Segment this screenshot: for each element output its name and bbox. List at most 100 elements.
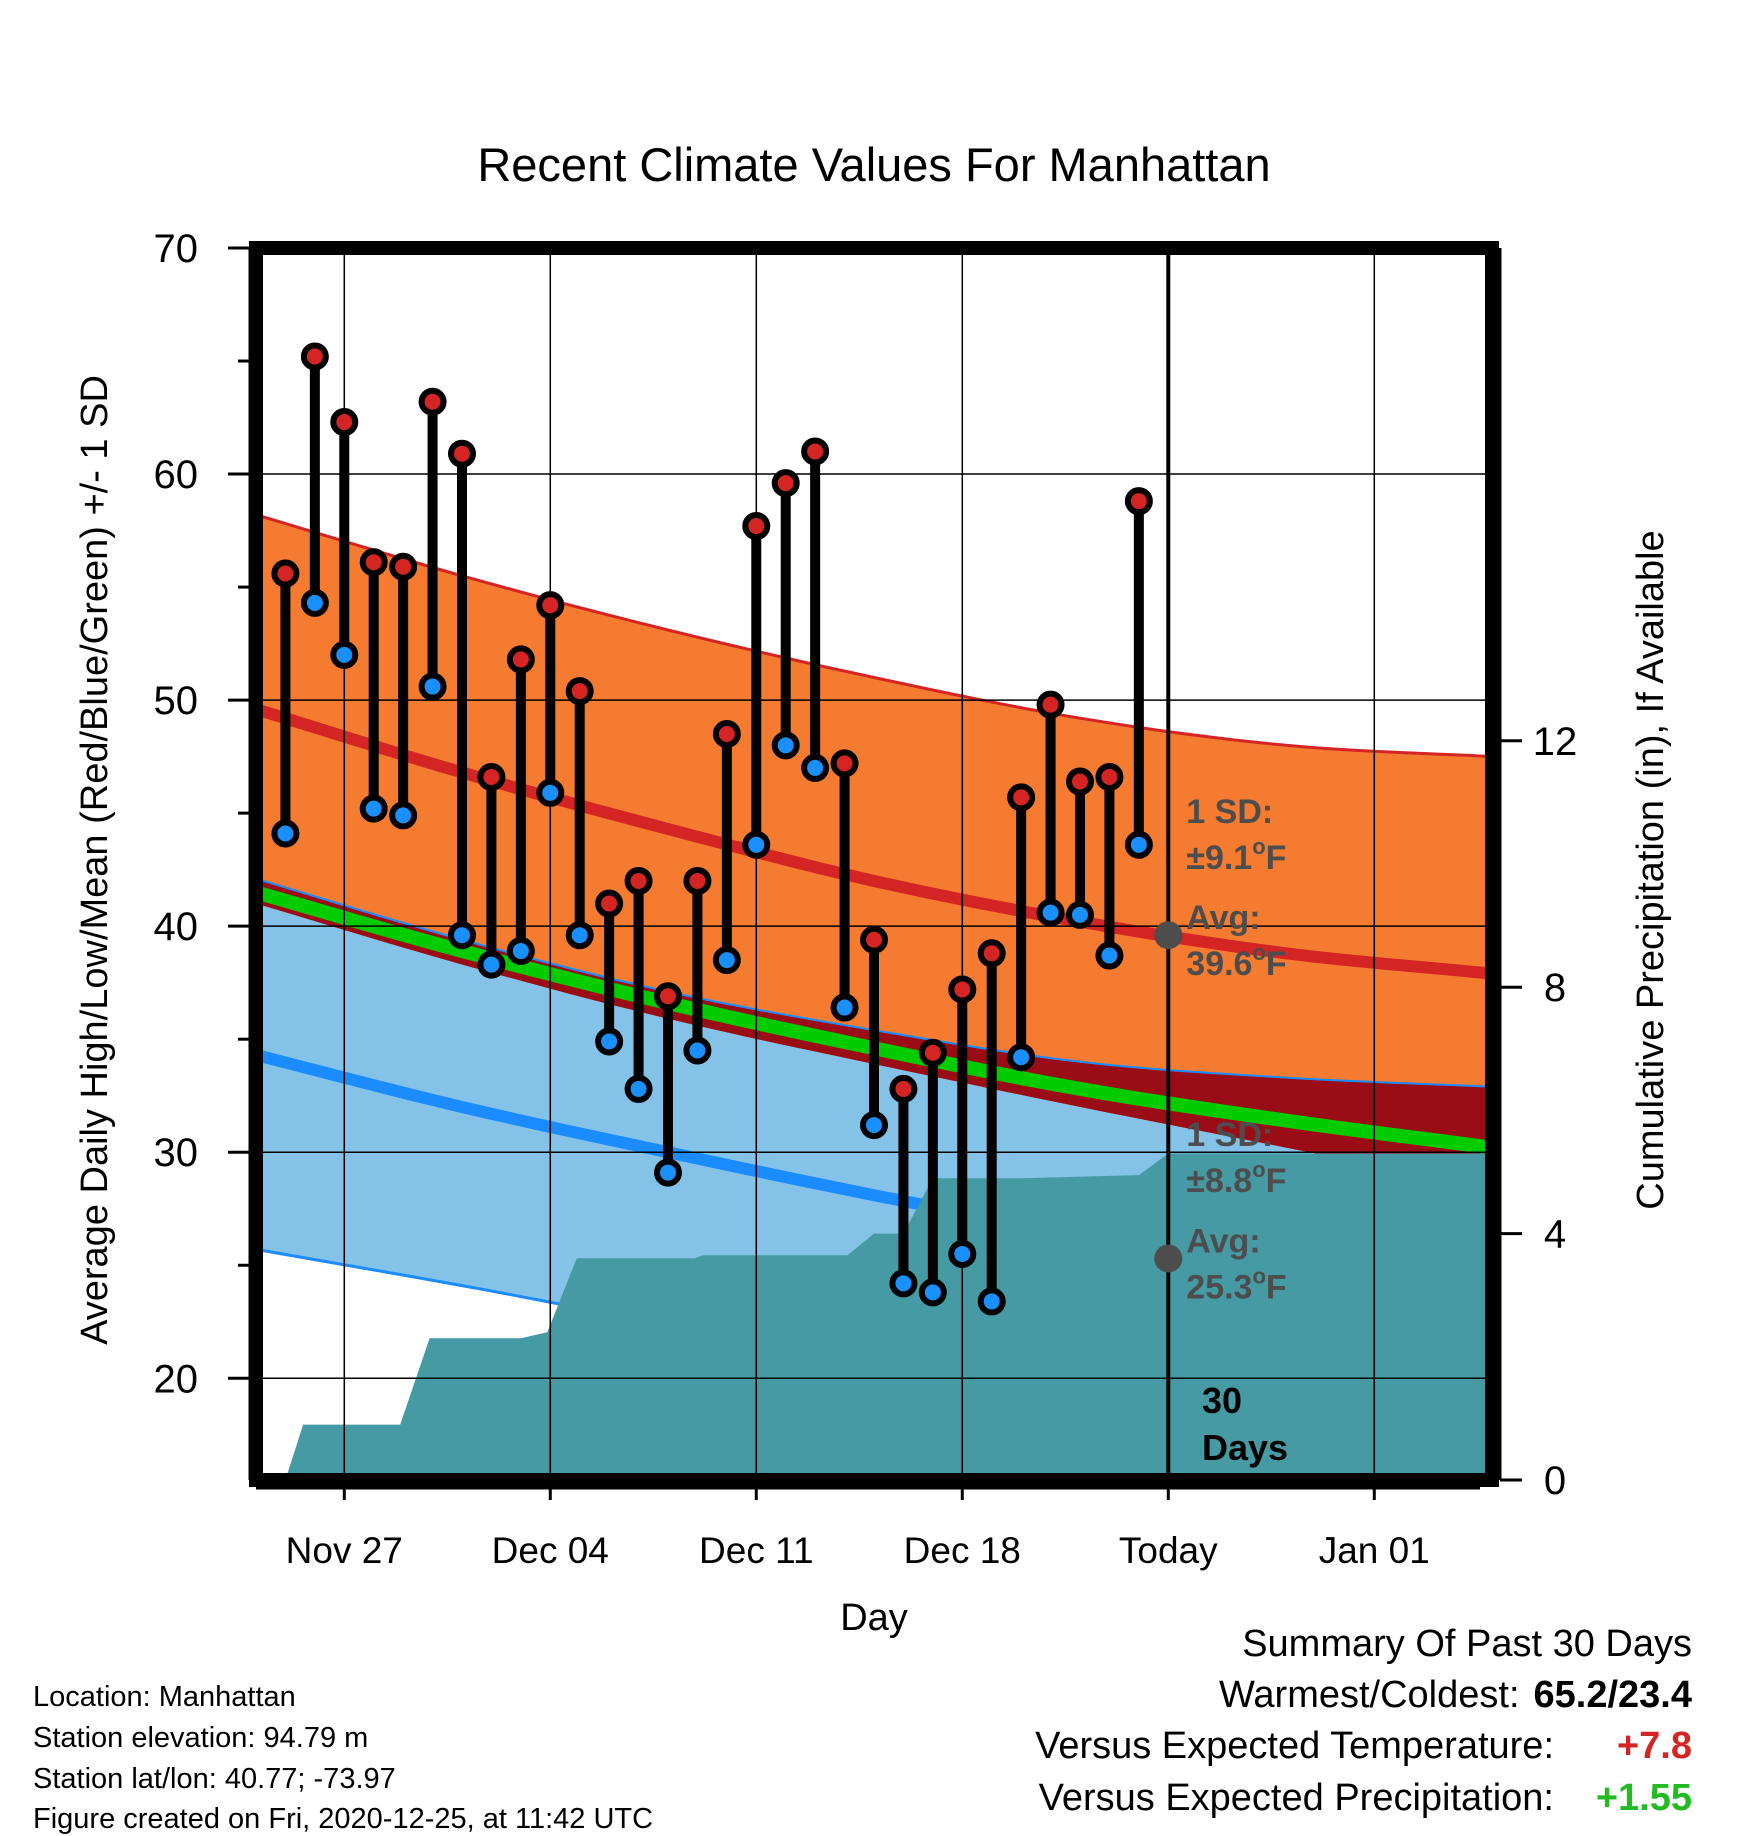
low-marker-day-15: [683, 1036, 712, 1065]
temp-label: Versus Expected Temperature:: [1035, 1725, 1554, 1767]
high-marker-day-6: [418, 387, 447, 416]
x-tick-label-3: Dec 18: [904, 1530, 1021, 1571]
grid-lines: [256, 248, 1492, 1480]
summary-warm-cold: Warmest/Coldest: 65.2/23.4: [1219, 1674, 1692, 1717]
temp-value: +7.8: [1616, 1725, 1692, 1767]
axes: Nov 27 Dec 04 Dec 11 Dec 18 Today Jan 01 20 30 4…: [154, 227, 1578, 1571]
y-tick-label-3: 50: [154, 679, 199, 723]
high-marker-day-23: [918, 1038, 947, 1067]
high-marker-day-29: [1095, 762, 1124, 791]
plot-frame: [249, 241, 1499, 1487]
high-marker-day-22: [889, 1074, 918, 1103]
low-marker-day-4: [359, 794, 388, 823]
high-marker-day-12: [595, 889, 624, 918]
y2-tick-label-0: 0: [1544, 1459, 1566, 1503]
high-marker-day-10: [536, 591, 565, 620]
low-marker-day-14: [654, 1158, 682, 1187]
low-marker-day-23: [918, 1278, 947, 1307]
low-marker-day-25: [977, 1287, 1006, 1316]
daily-markers: [271, 342, 1153, 1316]
high-marker-day-3: [330, 408, 359, 437]
low-marker-day-2: [300, 588, 329, 617]
low-marker-day-3: [330, 640, 359, 669]
station-location: Location: Manhattan: [33, 1681, 296, 1713]
low-marker-day-22: [889, 1269, 918, 1298]
high-marker-day-5: [389, 552, 418, 581]
high-marker-day-13: [624, 866, 653, 895]
avg-low-marker: [1154, 1244, 1183, 1273]
low-marker-day-17: [742, 830, 771, 859]
summary-precipitation: Versus Expected Precipitation: +1.55: [1039, 1777, 1692, 1820]
x-tick-label-4: Today: [1119, 1530, 1218, 1571]
low-marker-day-28: [1066, 900, 1094, 929]
low-marker-day-26: [1007, 1043, 1036, 1072]
annotation-high_avg-line2: 39.6oF: [1186, 940, 1286, 983]
annotation-low_sd-line2: ±8.8oF: [1186, 1157, 1286, 1200]
daily-stems: [280, 356, 1144, 1302]
low-marker-day-12: [595, 1027, 624, 1056]
low-marker-day-27: [1036, 898, 1065, 927]
y-tick-label-1: 30: [154, 1131, 199, 1175]
annotation-low_sd-degree: o: [1252, 1157, 1265, 1182]
warm-cold-label: Warmest/Coldest:: [1218, 1674, 1520, 1716]
y-tick-label-0: 20: [154, 1357, 199, 1401]
high-marker-day-28: [1066, 767, 1094, 796]
annotation-high_avg-unit: F: [1266, 945, 1287, 983]
high-marker-day-11: [565, 677, 594, 706]
annotation-high_sd-unit: F: [1266, 839, 1287, 877]
high-marker-day-7: [448, 439, 476, 468]
high-marker-day-30: [1124, 487, 1153, 516]
chart-title: Recent Climate Values For Manhattan: [477, 138, 1270, 191]
summary-temperature: Versus Expected Temperature: +7.8: [1035, 1725, 1692, 1768]
annotation-low_sd-value: ±8.8: [1186, 1162, 1252, 1200]
low-marker-day-9: [506, 937, 535, 966]
plot-border: [249, 241, 1499, 1487]
station-latlon: Station lat/lon: 40.77; -73.97: [33, 1763, 396, 1795]
y-tick-label-2: 40: [154, 905, 199, 949]
warm-cold-value: 65.2/23.4: [1533, 1674, 1692, 1716]
low-marker-day-7: [448, 921, 476, 950]
annotation-low_sd-line1: 1 SD:: [1186, 1116, 1273, 1154]
high-marker-day-18: [771, 469, 800, 498]
high-marker-day-24: [948, 975, 977, 1004]
y-tick-label-5: 70: [154, 227, 199, 271]
annotation-low_avg-line2: 25.3oF: [1186, 1263, 1286, 1306]
precip-label: Versus Expected Precipitation:: [1038, 1777, 1554, 1819]
high-marker-day-27: [1036, 690, 1065, 719]
high-marker-day-1: [271, 559, 300, 588]
precip-value: +1.55: [1595, 1777, 1692, 1819]
annotation-high_sd-line2: ±9.1oF: [1186, 834, 1286, 877]
y2-axis-label: Cumulative Precipitation (in), If Availa…: [1630, 530, 1672, 1209]
low-marker-day-16: [712, 946, 741, 975]
y2-tick-label-2: 8: [1544, 966, 1566, 1010]
annotation-low_sd-unit: F: [1266, 1162, 1287, 1200]
high-marker-day-26: [1007, 783, 1036, 812]
high-marker-day-17: [742, 512, 771, 541]
low-marker-day-1: [271, 819, 300, 848]
x-tick-label-2: Dec 11: [699, 1530, 814, 1571]
annotation-low_avg-unit: F: [1266, 1268, 1287, 1306]
low-marker-day-11: [565, 921, 594, 950]
high-marker-day-20: [830, 749, 859, 778]
x-tick-label-0: Nov 27: [286, 1530, 403, 1571]
annotation-high_avg-line1: Avg:: [1186, 899, 1260, 937]
avg-high-marker: [1154, 921, 1183, 950]
high-marker-day-14: [654, 982, 682, 1011]
high-marker-day-4: [359, 548, 388, 577]
high-marker-day-9: [506, 645, 535, 674]
high-marker-day-2: [300, 342, 329, 371]
low-marker-day-10: [536, 778, 565, 807]
high-marker-day-8: [477, 762, 506, 791]
x-tick-label-1: Dec 04: [492, 1530, 609, 1571]
annotation-high_avg-value: 39.6: [1186, 945, 1252, 983]
low-marker-day-8: [477, 950, 506, 979]
low-marker-day-6: [418, 672, 447, 701]
annotation-low_avg-line1: Avg:: [1186, 1222, 1260, 1260]
figure-created: Figure created on Fri, 2020-12-25, at 11…: [33, 1803, 654, 1835]
summary-title: Summary Of Past 30 Days: [1242, 1623, 1692, 1665]
low-marker-day-30: [1124, 830, 1153, 859]
y-axis-label: Average Daily High/Low/Mean (Red/Blue/Gr…: [74, 375, 116, 1345]
y2-tick-label-1: 4: [1544, 1213, 1566, 1257]
annotation-high_sd-line1: 1 SD:: [1186, 793, 1273, 831]
